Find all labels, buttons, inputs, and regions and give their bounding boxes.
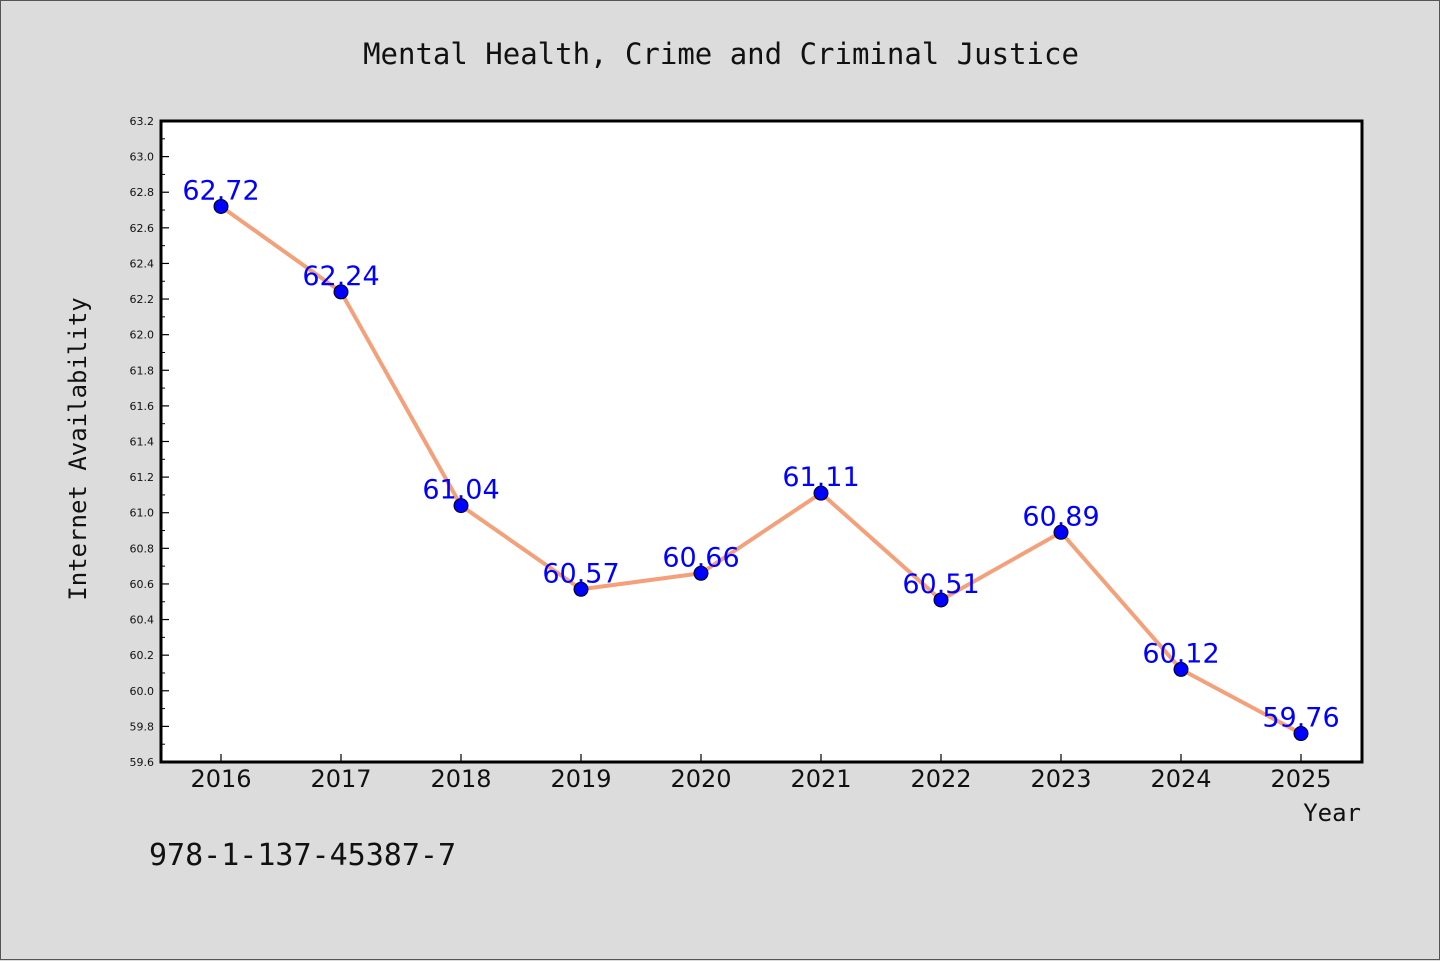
data-label: 60.12 [1142,638,1219,669]
y-axis-label: Internet Availability [64,297,92,600]
data-label: 60.51 [902,569,979,600]
y-tick-label: 60.8 [130,542,155,555]
x-tick-label: 2023 [1030,765,1091,793]
y-tick-label: 61.8 [130,364,155,377]
data-label: 60.57 [542,558,619,589]
data-label: 62.72 [182,175,259,206]
y-tick-label: 59.8 [130,720,155,733]
y-tick-label: 62.8 [130,186,155,199]
data-point [333,284,349,300]
x-tick-label: 2016 [190,765,251,793]
data-point [573,581,589,597]
y-tick-label: 62.2 [130,293,155,306]
x-tick-label: 2019 [550,765,611,793]
data-point [213,198,229,214]
y-tick-label: 60.6 [130,578,155,591]
x-tick-label: 2020 [670,765,731,793]
y-tick-label: 62.4 [130,257,155,270]
footnote-isbn: 978-1-137-45387-7 [149,838,456,873]
data-label: 60.89 [1022,501,1099,532]
x-axis: 2016 2017 2018 2019 2020 2021 2022 2023 2024 2025 [190,754,1332,793]
data-label: 62.24 [302,261,379,292]
y-tick-label: 62.0 [130,329,155,342]
data-point [933,592,949,608]
data-point [1293,726,1309,742]
data-point [1173,661,1189,677]
y-tick-label: 63.0 [130,151,155,164]
x-tick-label: 2021 [790,765,851,793]
data-label: 59.76 [1262,703,1339,734]
series-layer: 62.72 62.24 61.04 60.57 60.66 61.11 60.51 60.89… [182,175,1340,742]
y-tick-label: 61.2 [130,471,155,484]
data-label: 61.11 [782,462,859,493]
x-tick-label: 2022 [910,765,971,793]
plot-area [159,119,1364,764]
x-tick-label: 2025 [1270,765,1331,793]
y-tick-label: 63.2 [130,115,155,128]
x-tick-label: 2017 [310,765,371,793]
data-point [693,565,709,581]
series-line [219,204,1303,736]
data-point [453,498,469,514]
data-point [813,485,829,501]
x-tick-label: 2024 [1150,765,1211,793]
y-tick-label: 60.4 [130,614,155,627]
chart-title: Mental Health, Crime and Criminal Justic… [363,37,1079,71]
y-tick-label: 62.6 [130,222,155,235]
y-tick-label: 59.6 [130,756,155,769]
y-tick-label: 60.2 [130,649,155,662]
data-point [1053,524,1069,540]
y-tick-label: 61.4 [130,436,155,449]
x-axis-label: Year [1303,799,1361,827]
y-axis: 59.6 59.8 60.0 60.2 60.4 60.6 60.8 61.0 61.2 61.4… [130,115,169,769]
y-tick-label: 61.0 [130,507,155,520]
y-tick-label: 60.0 [130,685,155,698]
data-label: 60.66 [662,542,739,573]
data-label: 61.04 [422,475,499,506]
x-tick-label: 2018 [430,765,491,793]
y-tick-label: 61.6 [130,400,155,413]
